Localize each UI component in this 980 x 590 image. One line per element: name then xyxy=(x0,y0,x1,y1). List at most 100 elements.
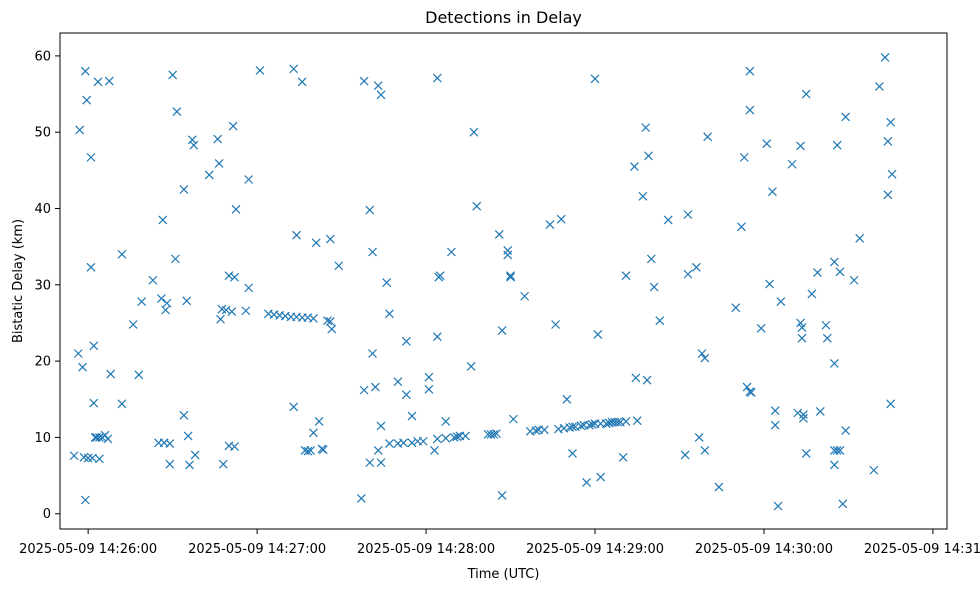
data-point xyxy=(289,64,299,74)
data-point xyxy=(221,305,231,315)
data-point xyxy=(189,140,199,150)
data-point xyxy=(104,76,114,86)
data-point xyxy=(441,433,451,443)
x-tick-label: 2025-05-09 14:29:00 xyxy=(526,542,664,557)
chart-title: Detections in Delay xyxy=(425,8,582,27)
data-point xyxy=(89,398,99,408)
data-point xyxy=(568,449,577,458)
data-point xyxy=(171,254,180,264)
data-point xyxy=(801,449,811,458)
data-point xyxy=(472,201,482,211)
data-point xyxy=(216,314,225,324)
data-point xyxy=(435,271,445,281)
data-point xyxy=(370,382,380,392)
data-point xyxy=(649,282,659,292)
data-point xyxy=(618,452,628,462)
data-point xyxy=(739,152,749,162)
data-point xyxy=(562,394,572,404)
data-point xyxy=(401,390,411,400)
y-tick-label: 40 xyxy=(34,202,51,217)
y-tick-label: 20 xyxy=(34,355,51,370)
data-point xyxy=(393,377,403,387)
data-point xyxy=(244,175,254,184)
data-point xyxy=(73,349,83,358)
data-point xyxy=(469,127,479,137)
data-point xyxy=(849,275,859,285)
data-point xyxy=(644,151,653,161)
data-point xyxy=(69,451,79,461)
data-point xyxy=(368,349,377,358)
data-point xyxy=(376,458,386,468)
data-point xyxy=(601,419,611,429)
data-point xyxy=(106,369,116,379)
data-point xyxy=(497,491,507,500)
data-point xyxy=(359,76,369,86)
data-point xyxy=(368,247,377,257)
data-point xyxy=(158,215,168,225)
data-point xyxy=(87,453,97,463)
data-point xyxy=(148,275,158,285)
x-axis-label: Time (UTC) xyxy=(467,567,540,582)
data-point xyxy=(89,341,99,351)
data-point xyxy=(765,279,775,289)
data-point xyxy=(815,407,825,416)
data-point xyxy=(797,333,807,343)
data-point xyxy=(165,439,175,448)
data-point xyxy=(587,420,597,429)
data-point xyxy=(797,323,807,332)
data-point xyxy=(596,472,606,482)
data-point xyxy=(231,204,241,214)
data-point xyxy=(432,73,442,83)
data-point xyxy=(683,269,693,279)
data-point xyxy=(508,414,518,424)
data-point xyxy=(356,494,366,503)
data-point xyxy=(365,458,375,468)
data-point xyxy=(430,445,439,455)
data-point xyxy=(798,410,808,419)
data-point xyxy=(737,222,746,232)
data-point xyxy=(78,362,87,372)
data-point xyxy=(385,439,394,448)
data-point xyxy=(697,349,707,358)
data-point xyxy=(621,416,631,426)
data-point xyxy=(700,353,710,363)
data-point xyxy=(441,416,451,426)
data-point xyxy=(80,66,90,76)
data-point xyxy=(230,442,240,452)
data-point xyxy=(694,433,704,442)
data-point xyxy=(714,482,724,492)
data-point xyxy=(100,430,110,440)
data-point xyxy=(497,326,507,336)
data-point xyxy=(841,112,851,122)
data-point xyxy=(182,296,192,306)
data-point xyxy=(432,332,442,342)
data-point xyxy=(385,309,394,319)
data-point xyxy=(641,123,651,133)
data-point xyxy=(886,117,896,127)
data-point xyxy=(365,205,375,215)
data-point xyxy=(82,95,92,105)
data-point xyxy=(401,336,411,346)
data-point xyxy=(613,417,622,427)
data-point xyxy=(631,373,641,383)
data-point xyxy=(168,70,178,80)
data-point xyxy=(359,385,369,395)
data-point xyxy=(655,316,665,326)
data-point xyxy=(822,333,832,343)
data-point xyxy=(539,425,549,435)
data-point xyxy=(190,450,200,460)
data-point xyxy=(213,134,223,144)
data-point xyxy=(855,233,865,243)
data-point xyxy=(311,238,321,248)
data-point xyxy=(835,267,845,277)
data-point xyxy=(162,298,172,308)
data-point xyxy=(325,317,335,326)
data-point xyxy=(289,402,299,412)
data-point xyxy=(556,214,566,224)
data-point xyxy=(214,159,224,168)
data-point xyxy=(204,170,214,180)
x-tick-label: 2025-05-09 14:30:00 xyxy=(695,542,833,557)
data-point xyxy=(399,438,408,448)
data-point xyxy=(418,436,428,446)
